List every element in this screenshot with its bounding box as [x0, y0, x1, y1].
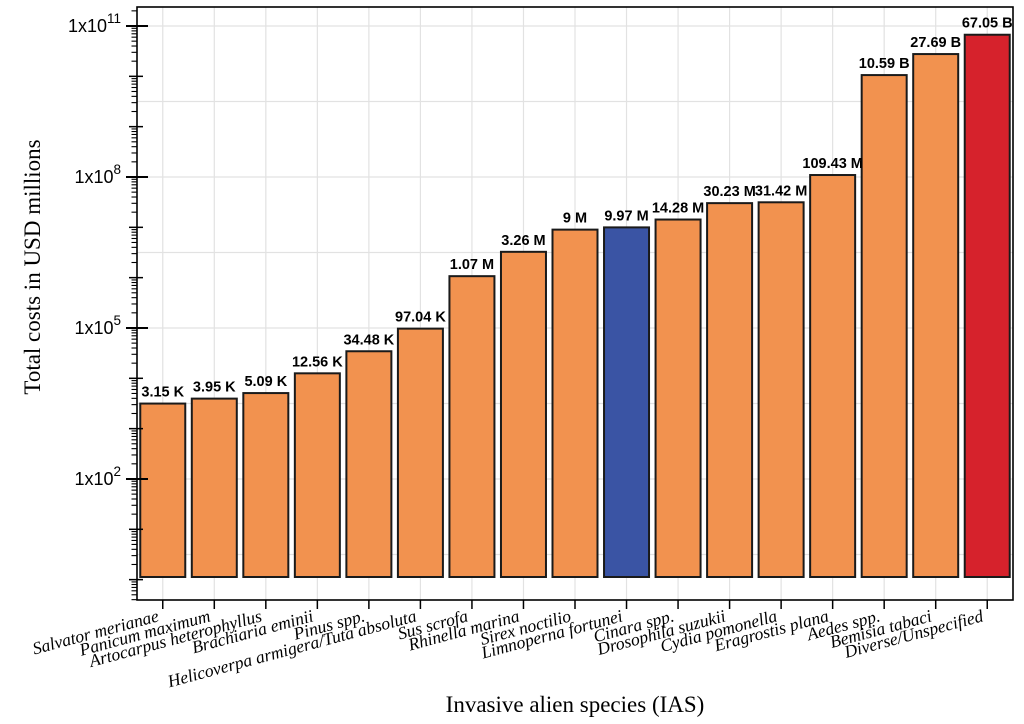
bar-value-label: 3.26 M [501, 233, 545, 249]
bar [293, 372, 341, 578]
bar-value-label: 3.95 K [193, 380, 236, 396]
bar [190, 397, 238, 579]
bar [603, 226, 651, 578]
bar [345, 350, 393, 578]
x-axis-title: Invasive alien species (IAS) [446, 692, 705, 717]
axis-layer [126, 6, 1014, 609]
bar [242, 392, 290, 578]
y-axis-title: Total costs in USD millions [20, 139, 45, 394]
bar-value-label: 14.28 M [652, 201, 704, 217]
y-tick-label: 1x102 [74, 464, 121, 489]
bar [551, 228, 599, 578]
bar [860, 74, 908, 578]
bar-value-label: 12.56 K [292, 354, 343, 370]
bar [396, 327, 444, 579]
bar-value-label: 97.04 K [395, 310, 446, 326]
bar [809, 174, 857, 578]
bar-value-label: 34.48 K [343, 332, 394, 348]
bar-value-label: 27.69 B [910, 35, 961, 51]
y-tick-label: 1x1011 [68, 11, 121, 36]
bar-value-label: 1.07 M [450, 257, 494, 273]
bar [448, 275, 496, 578]
bar-value-label: 9 M [563, 211, 587, 227]
bar-value-label: 30.23 M [703, 184, 755, 200]
bar [912, 53, 960, 579]
bar-value-label: 5.09 K [244, 374, 287, 390]
bar-value-label: 67.05 B [962, 16, 1013, 32]
bar [499, 250, 547, 578]
y-tick-label: 1x105 [74, 313, 121, 338]
bar [963, 33, 1011, 578]
bar-value-label: 10.59 B [859, 56, 910, 72]
bar-layer [139, 33, 1011, 579]
bar [757, 201, 805, 578]
bar [654, 218, 702, 578]
bar-value-label: 9.97 M [604, 208, 648, 224]
bar-value-label: 3.15 K [141, 385, 184, 401]
y-tick-label: 1x108 [74, 162, 121, 187]
bar-value-label: 31.42 M [755, 183, 807, 199]
bar-value-label: 109.43 M [802, 156, 862, 172]
bar [706, 202, 754, 578]
bar [139, 402, 187, 578]
